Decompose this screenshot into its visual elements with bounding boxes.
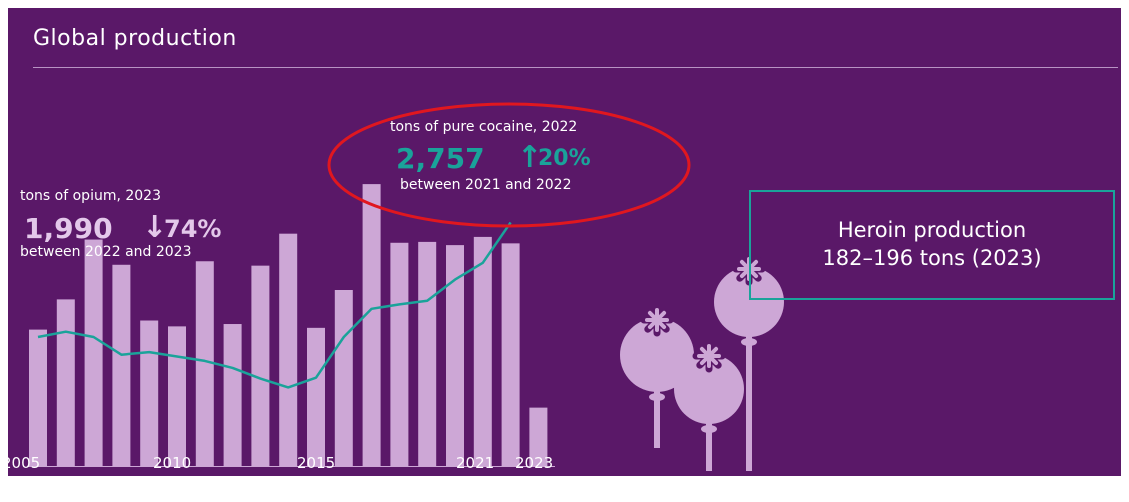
x-tick-label: 2005 — [8, 454, 41, 472]
down-arrow-icon: ↓ — [142, 210, 168, 245]
opium-bar-2013 — [251, 265, 270, 466]
opium-bar-2018 — [390, 242, 409, 466]
opium-bar-2014 — [279, 233, 298, 466]
cocaine-label: tons of pure cocaine, 2022 — [390, 119, 578, 135]
opium-bars — [28, 184, 555, 467]
opium-bar-2011 — [195, 261, 214, 466]
opium-bar-2023 — [529, 407, 548, 466]
opium-bar-2022 — [501, 243, 520, 466]
cocaine-highlight-ellipse — [327, 102, 691, 228]
x-tick-label: 2023 — [515, 454, 554, 472]
cocaine-period: between 2021 and 2022 — [400, 177, 572, 193]
opium-label: tons of opium, 2023 — [20, 188, 161, 204]
title-divider — [33, 67, 1118, 68]
opium-bar-2009 — [140, 320, 159, 466]
opium-bar-2008 — [112, 264, 131, 466]
up-arrow-icon: ↑ — [517, 140, 543, 175]
cocaine-change: 20% — [538, 146, 591, 171]
opium-bar-2006 — [56, 299, 75, 466]
opium-period: between 2022 and 2023 — [20, 244, 192, 260]
opium-bar-2007 — [84, 239, 103, 466]
opium-bar-2019 — [418, 241, 437, 466]
opium-bar-2016 — [334, 290, 353, 466]
opium-bar-2015 — [307, 327, 325, 466]
opium-bar-2010 — [168, 326, 186, 466]
heroin-amount: 182–196 tons (2023) — [822, 246, 1042, 270]
opium-bar-2017 — [362, 184, 381, 466]
chart-title: Global production — [33, 26, 237, 51]
heroin-box: Heroin production 182–196 tons (2023) — [749, 190, 1115, 300]
opium-bar-2005 — [29, 329, 47, 466]
opium-bar-2021 — [473, 236, 492, 466]
x-tick-label: 2010 — [153, 454, 192, 472]
heroin-title: Heroin production — [837, 218, 1027, 242]
production-chart — [28, 102, 784, 471]
chart-panel: Global production tons of opium, 2023 1,… — [8, 8, 1121, 476]
opium-change: 74% — [164, 215, 222, 243]
cocaine-line-layer — [37, 221, 512, 389]
cocaine-line — [37, 221, 512, 389]
x-tick-label: 2015 — [297, 454, 336, 472]
opium-bar-2012 — [223, 324, 242, 466]
opium-value: 1,990 — [24, 212, 113, 245]
x-tick-label: 2021 — [456, 454, 495, 472]
opium-bar-2020 — [446, 245, 464, 466]
poppy-plant-icon — [620, 252, 784, 471]
cocaine-value: 2,757 — [396, 142, 485, 175]
